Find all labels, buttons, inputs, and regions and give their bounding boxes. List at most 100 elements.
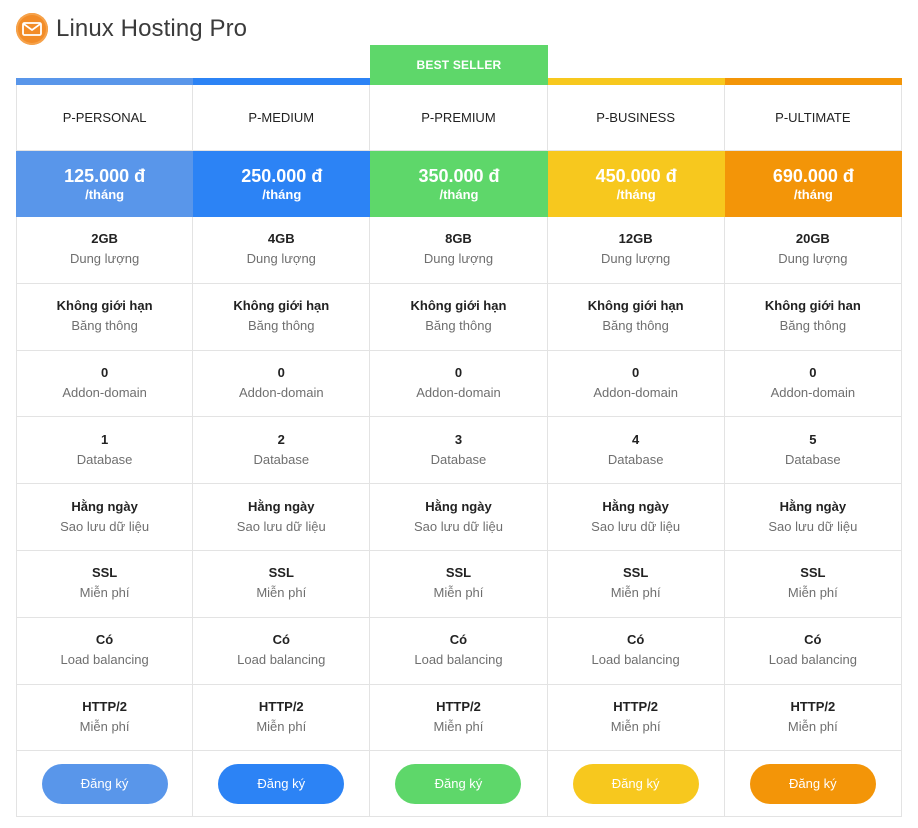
plan-name: P-MEDIUM [193,85,371,151]
plan-price: 450.000 đ [595,165,677,186]
feature-http2: HTTP/2 Miễn phí [370,684,548,752]
signup-cell: Đăng ký [370,751,548,818]
feature-value: HTTP/2 [436,698,481,714]
signup-button[interactable]: Đăng ký [218,763,345,804]
feature-label: Miễn phí [433,585,484,601]
feature-value: SSL [268,565,294,581]
feature-label: Addon-domain [62,384,147,400]
feature-bandwidth: Không giới hạn Băng thông [370,283,548,351]
feature-label: Addon-domain [770,384,856,400]
plan-column-premium: BEST SELLER P-PREMIUM 350.000 đ /tháng 8… [370,45,548,818]
feature-label: Băng thông [248,318,315,334]
feature-addon-domain: 0 Addon-domain [193,350,371,418]
feature-value: 4 [632,431,640,447]
feature-database: 2 Database [193,417,371,485]
feature-label: Miễn phí [79,585,130,601]
feature-label: Dung lượng [423,251,494,267]
feature-ssl: SSL Miễn phí [370,550,548,618]
feature-value: Hằng ngày [248,498,315,514]
signup-button[interactable]: Đăng ký [395,763,522,804]
feature-label: Database [430,451,487,467]
feature-value: 0 [809,364,817,380]
plan-accent-bar [547,78,725,85]
feature-addon-domain: 0 Addon-domain [370,350,548,418]
feature-value: SSL [91,565,118,581]
envelope-icon [16,13,48,45]
feature-http2: HTTP/2 Miễn phí [193,684,371,752]
signup-button[interactable]: Đăng ký [572,763,699,804]
feature-label: Sao lưu dữ liệu [413,518,503,534]
feature-value: 0 [454,364,463,380]
feature-load-balancing: Có Load balancing [16,617,194,685]
signup-button[interactable]: Đăng ký [41,763,168,804]
feature-label: Dung lượng [69,251,140,267]
feature-label: Database [785,451,841,467]
feature-backup: Hằng ngày Sao lưu dữ liệu [193,484,371,551]
page-title: Linux Hosting Pro [56,15,248,42]
plan-price-block: 450.000 đ /tháng [547,151,725,217]
feature-value: Không giới han [764,298,861,314]
plan-price: 350.000 đ [418,165,500,186]
feature-label: Miễn phí [787,718,838,734]
feature-value: 8GB [445,231,472,247]
feature-label: Miễn phí [79,718,130,734]
feature-label: Miễn phí [787,585,838,601]
feature-label: Database [253,451,310,467]
feature-value: Không giới hạn [410,298,507,314]
feature-bandwidth: Không giới hạn Băng thông [16,283,194,351]
feature-value: 20GB [795,231,830,247]
feature-label: Addon-domain [239,384,324,400]
feature-storage: 12GB Dung lượng [547,217,725,284]
feature-storage: 2GB Dung lượng [16,217,194,284]
feature-ssl: SSL Miễn phí [724,550,902,618]
feature-value: Có [95,632,114,648]
plan-column-ultimate: P-ULTIMATE 690.000 đ /tháng 20GB Dung lượ… [724,45,902,818]
feature-value: SSL [445,565,472,581]
plan-column-personal: P-PERSONAL 125.000 đ /tháng 2GB Dung lượn… [16,45,194,818]
feature-addon-domain: 0 Addon-domain [16,350,194,418]
feature-label: Dung lượng [778,251,848,267]
feature-value: 2GB [91,231,118,247]
plan-accent-bar [16,78,194,85]
feature-label: Dung lượng [601,251,671,267]
feature-value: 1 [100,431,109,447]
feature-value: HTTP/2 [82,698,127,714]
signup-button[interactable]: Đăng ký [749,763,876,804]
feature-ssl: SSL Miễn phí [547,550,725,618]
feature-value: 3 [454,431,463,447]
feature-value: 5 [809,431,817,447]
feature-storage: 20GB Dung lượng [724,217,902,284]
feature-value: Không giới hạn [587,298,684,314]
feature-backup: Hằng ngày Sao lưu dữ liệu [547,484,725,551]
feature-value: Có [449,632,468,648]
feature-addon-domain: 0 Addon-domain [724,350,902,418]
feature-value: Có [272,632,290,648]
feature-bandwidth: Không giới hạn Băng thông [193,283,371,351]
plan-name: P-PREMIUM [370,85,548,151]
signup-cell: Đăng ký [724,751,902,818]
feature-label: Addon-domain [416,384,501,400]
feature-load-balancing: Có Load balancing [370,617,548,685]
feature-label: Database [76,451,133,467]
feature-database: 3 Database [370,417,548,485]
signup-cell: Đăng ký [547,751,725,818]
feature-http2: HTTP/2 Miễn phí [724,684,902,752]
feature-value: 0 [100,364,109,380]
feature-label: Load balancing [60,652,149,668]
best-seller-banner: BEST SELLER [370,45,548,85]
feature-load-balancing: Có Load balancing [547,617,725,685]
plan-price: 690.000 đ [772,165,854,186]
feature-addon-domain: 0 Addon-domain [547,350,725,418]
feature-backup: Hằng ngày Sao lưu dữ liệu [16,484,194,551]
plan-period: /tháng [616,186,656,202]
feature-label: Miễn phí [610,585,661,601]
plan-price: 250.000 đ [241,165,323,186]
feature-label: Sao lưu dữ liệu [236,518,326,534]
plan-column-business: P-BUSINESS 450.000 đ /tháng 12GB Dung lượ… [547,45,725,818]
plan-name: P-PERSONAL [16,85,194,151]
feature-label: Băng thông [602,318,669,334]
feature-value: HTTP/2 [790,698,836,714]
feature-label: Băng thông [71,318,138,334]
feature-bandwidth: Không giới han Băng thông [724,283,902,351]
signup-cell: Đăng ký [193,751,371,818]
